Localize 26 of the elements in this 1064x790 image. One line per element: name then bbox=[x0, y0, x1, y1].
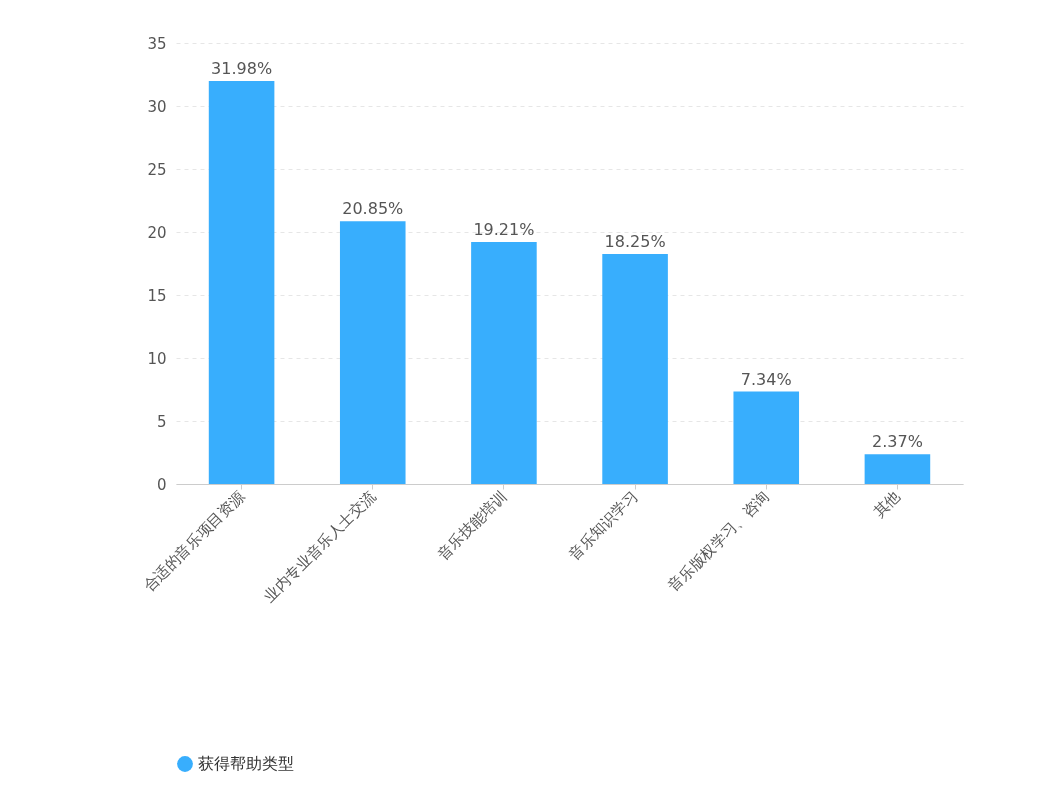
x-tick-label: 音乐版权学习、咨询 bbox=[664, 487, 773, 596]
bar bbox=[602, 254, 668, 484]
y-tick-label: 25 bbox=[147, 160, 167, 179]
x-tick-label: 其他 bbox=[869, 487, 904, 522]
data-label: 19.21% bbox=[473, 219, 535, 239]
x-tick-label: 音乐知识学习 bbox=[565, 487, 642, 564]
y-tick-label: 0 bbox=[156, 475, 167, 494]
data-label: 31.98% bbox=[211, 59, 273, 79]
y-tick-label: 10 bbox=[147, 349, 167, 368]
legend-label: 获得帮助类型 bbox=[198, 754, 294, 773]
bar bbox=[471, 241, 537, 484]
data-label: 20.85% bbox=[342, 199, 404, 219]
y-tick-label: 30 bbox=[147, 97, 167, 116]
y-tick-label: 35 bbox=[147, 34, 167, 53]
x-tick-label: 业内专业音乐人士交流 bbox=[260, 487, 380, 606]
bar bbox=[339, 221, 406, 484]
data-label: 2.37% bbox=[872, 432, 923, 452]
x-tick-label: 音乐技能培训 bbox=[433, 487, 511, 564]
y-tick-label: 5 bbox=[156, 412, 167, 431]
bar bbox=[733, 391, 800, 484]
bar bbox=[208, 81, 275, 484]
y-tick-label: 20 bbox=[147, 223, 167, 242]
y-tick-label: 15 bbox=[147, 286, 167, 305]
bar bbox=[864, 454, 931, 484]
data-label: 7.34% bbox=[740, 369, 792, 389]
data-label: 18.25% bbox=[604, 232, 666, 252]
